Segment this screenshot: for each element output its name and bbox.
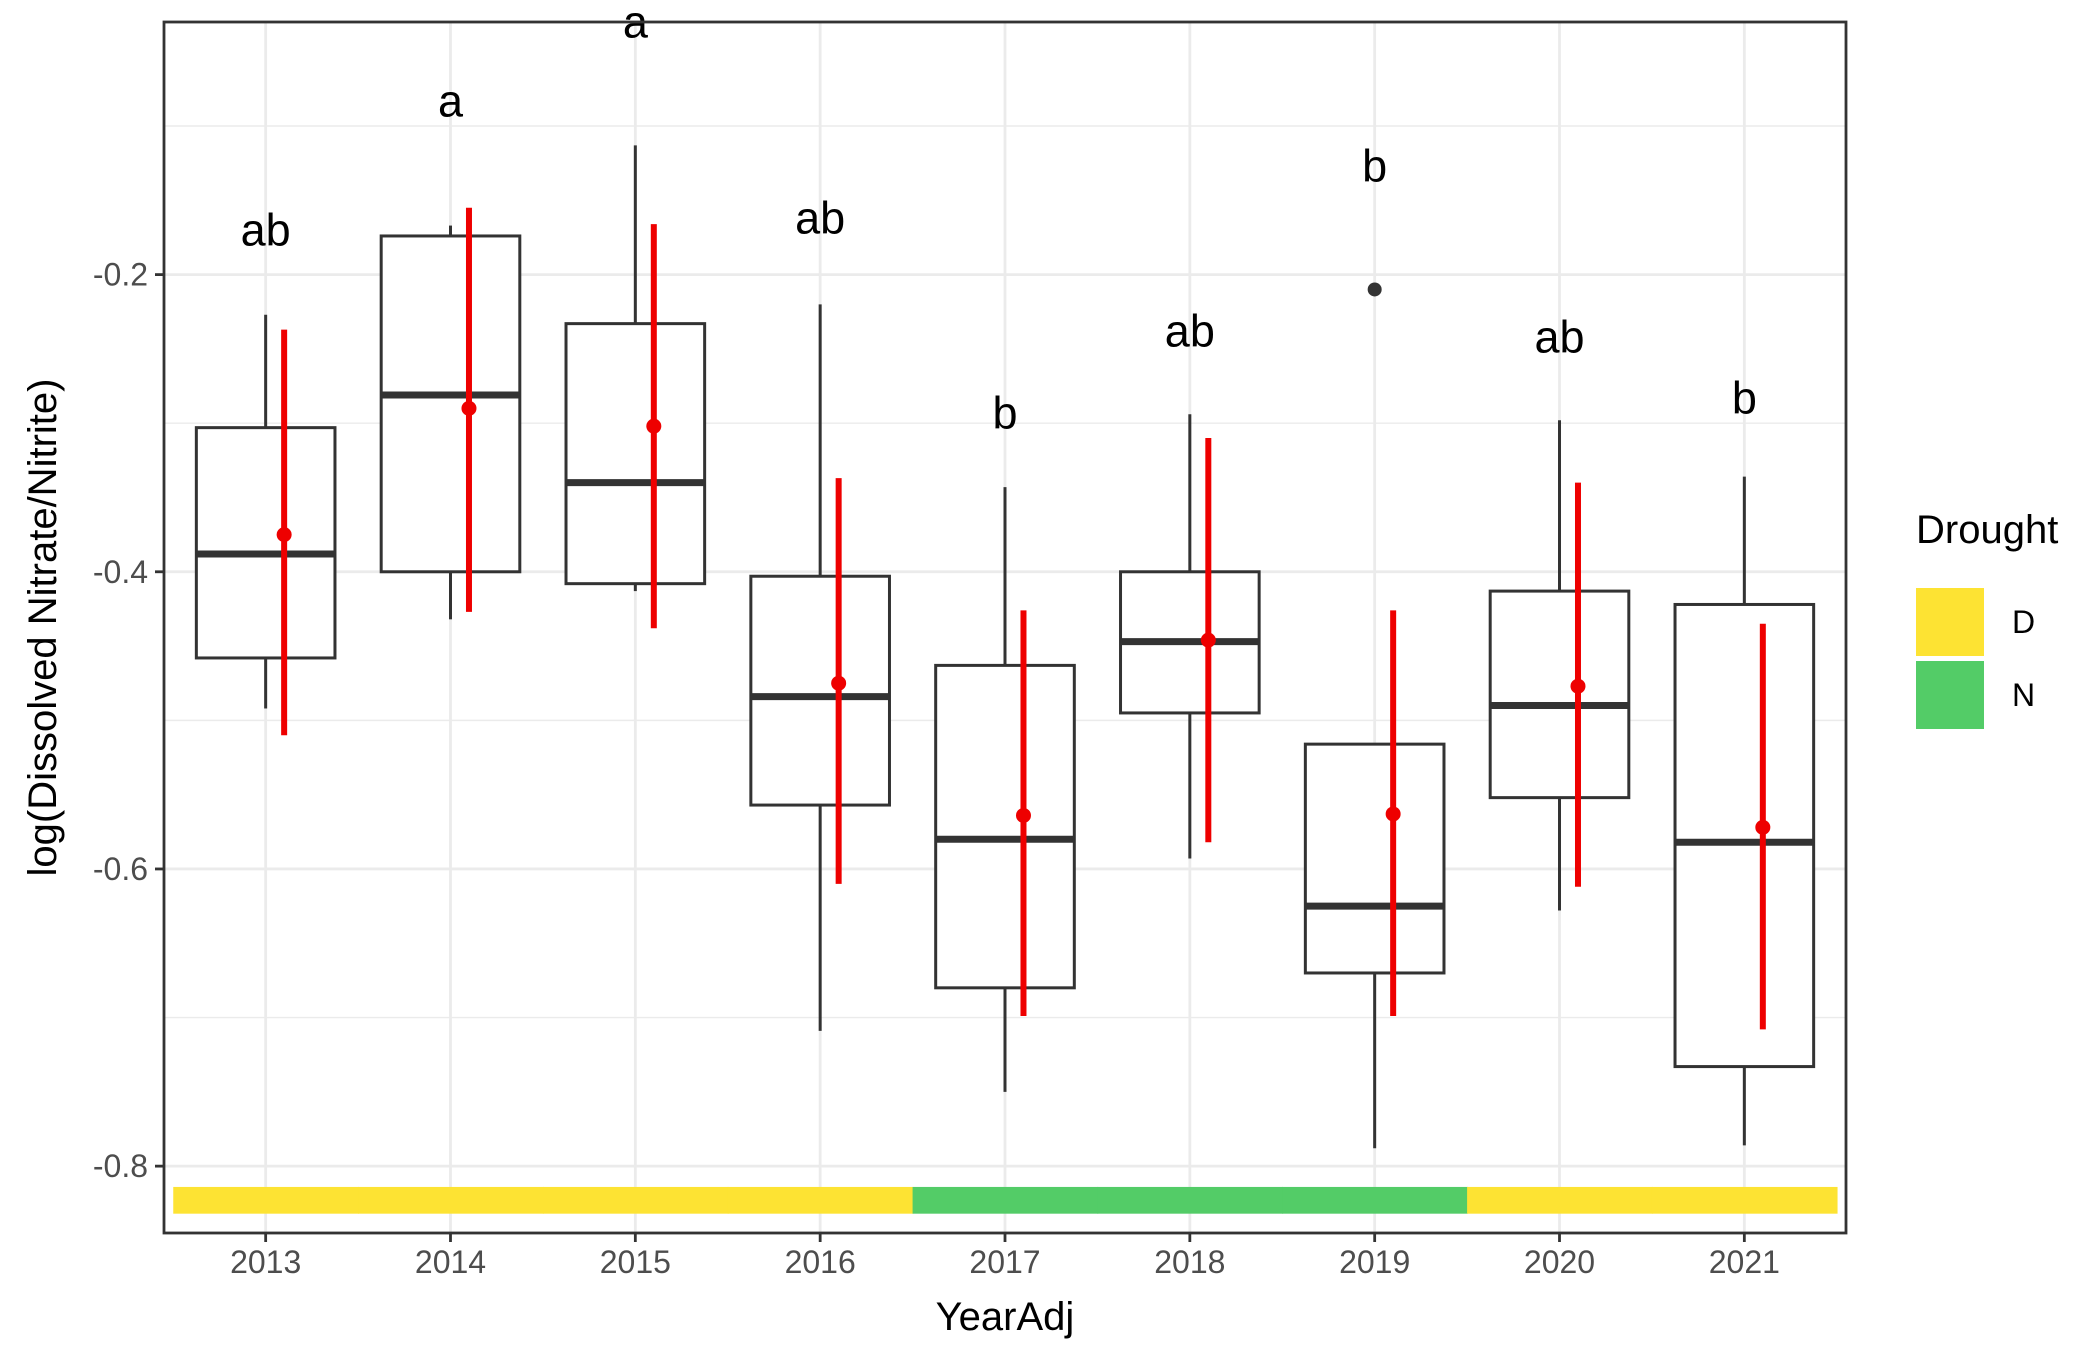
- drought-tile-2014: [358, 1186, 544, 1214]
- x-tick-label: 2018: [1154, 1244, 1225, 1280]
- x-tick-label: 2017: [969, 1244, 1040, 1280]
- x-tick-label: 2014: [415, 1244, 486, 1280]
- mean-point: [646, 418, 662, 434]
- box-2013: [194, 426, 337, 660]
- outlier-point: [1367, 282, 1382, 297]
- x-tick-label: 2020: [1524, 1244, 1595, 1280]
- legend-key-D: [1916, 588, 1984, 656]
- mean-point: [1200, 632, 1216, 648]
- box-2019: [1303, 742, 1446, 975]
- box-2014: [379, 234, 522, 574]
- x-axis-title: YearAdj: [936, 1295, 1075, 1339]
- drought-tile-2021: [1651, 1186, 1838, 1214]
- legend-label-D: D: [2012, 604, 2035, 640]
- group-letter-2019: b: [1362, 141, 1387, 192]
- drought-tile-2020: [1467, 1186, 1653, 1214]
- y-tick-label: -0.6: [93, 851, 148, 887]
- y-axis-title: log(Dissolved Nitrate/Nitrite): [21, 379, 65, 877]
- x-tick-label: 2019: [1339, 1244, 1410, 1280]
- mean-point: [1755, 819, 1771, 835]
- group-letter-2017: b: [992, 387, 1017, 438]
- box-2017: [934, 663, 1076, 990]
- drought-tile-2013: [173, 1186, 359, 1214]
- group-letter-2015: a: [623, 0, 649, 48]
- mean-point: [1570, 678, 1586, 694]
- group-letter-2013: ab: [241, 205, 291, 256]
- group-letter-2014: a: [438, 75, 464, 126]
- drought-tile-2017: [912, 1186, 1099, 1214]
- box-2021: [1673, 602, 1816, 1069]
- x-tick-label: 2015: [600, 1244, 671, 1280]
- group-letter-2018: ab: [1165, 306, 1215, 357]
- mean-point: [1015, 807, 1031, 823]
- group-letter-2016: ab: [795, 193, 845, 244]
- group-letter-2021: b: [1732, 372, 1757, 423]
- drought-tile-2015: [542, 1186, 729, 1214]
- drought-tile-2016: [727, 1186, 914, 1214]
- y-tick-label: -0.4: [93, 554, 148, 590]
- legend-label-N: N: [2012, 677, 2035, 713]
- x-tick-label: 2021: [1709, 1244, 1780, 1280]
- y-tick-label: -0.8: [93, 1148, 148, 1184]
- drought-tile-2018: [1097, 1186, 1284, 1214]
- mean-point: [1385, 806, 1401, 822]
- mean-point: [461, 400, 477, 416]
- box-2020: [1488, 589, 1631, 800]
- legend-title: Drought: [1916, 508, 2058, 552]
- group-letter-2020: ab: [1534, 312, 1584, 363]
- legend-key-N: [1916, 661, 1984, 729]
- x-tick-label: 2016: [785, 1244, 856, 1280]
- box-2016: [749, 574, 891, 807]
- mean-point: [276, 527, 292, 543]
- y-tick-label: -0.2: [93, 257, 148, 293]
- box-2015: [564, 322, 707, 586]
- drought-tile-2019: [1282, 1186, 1468, 1214]
- mean-point: [831, 675, 847, 691]
- x-tick-label: 2013: [230, 1244, 301, 1280]
